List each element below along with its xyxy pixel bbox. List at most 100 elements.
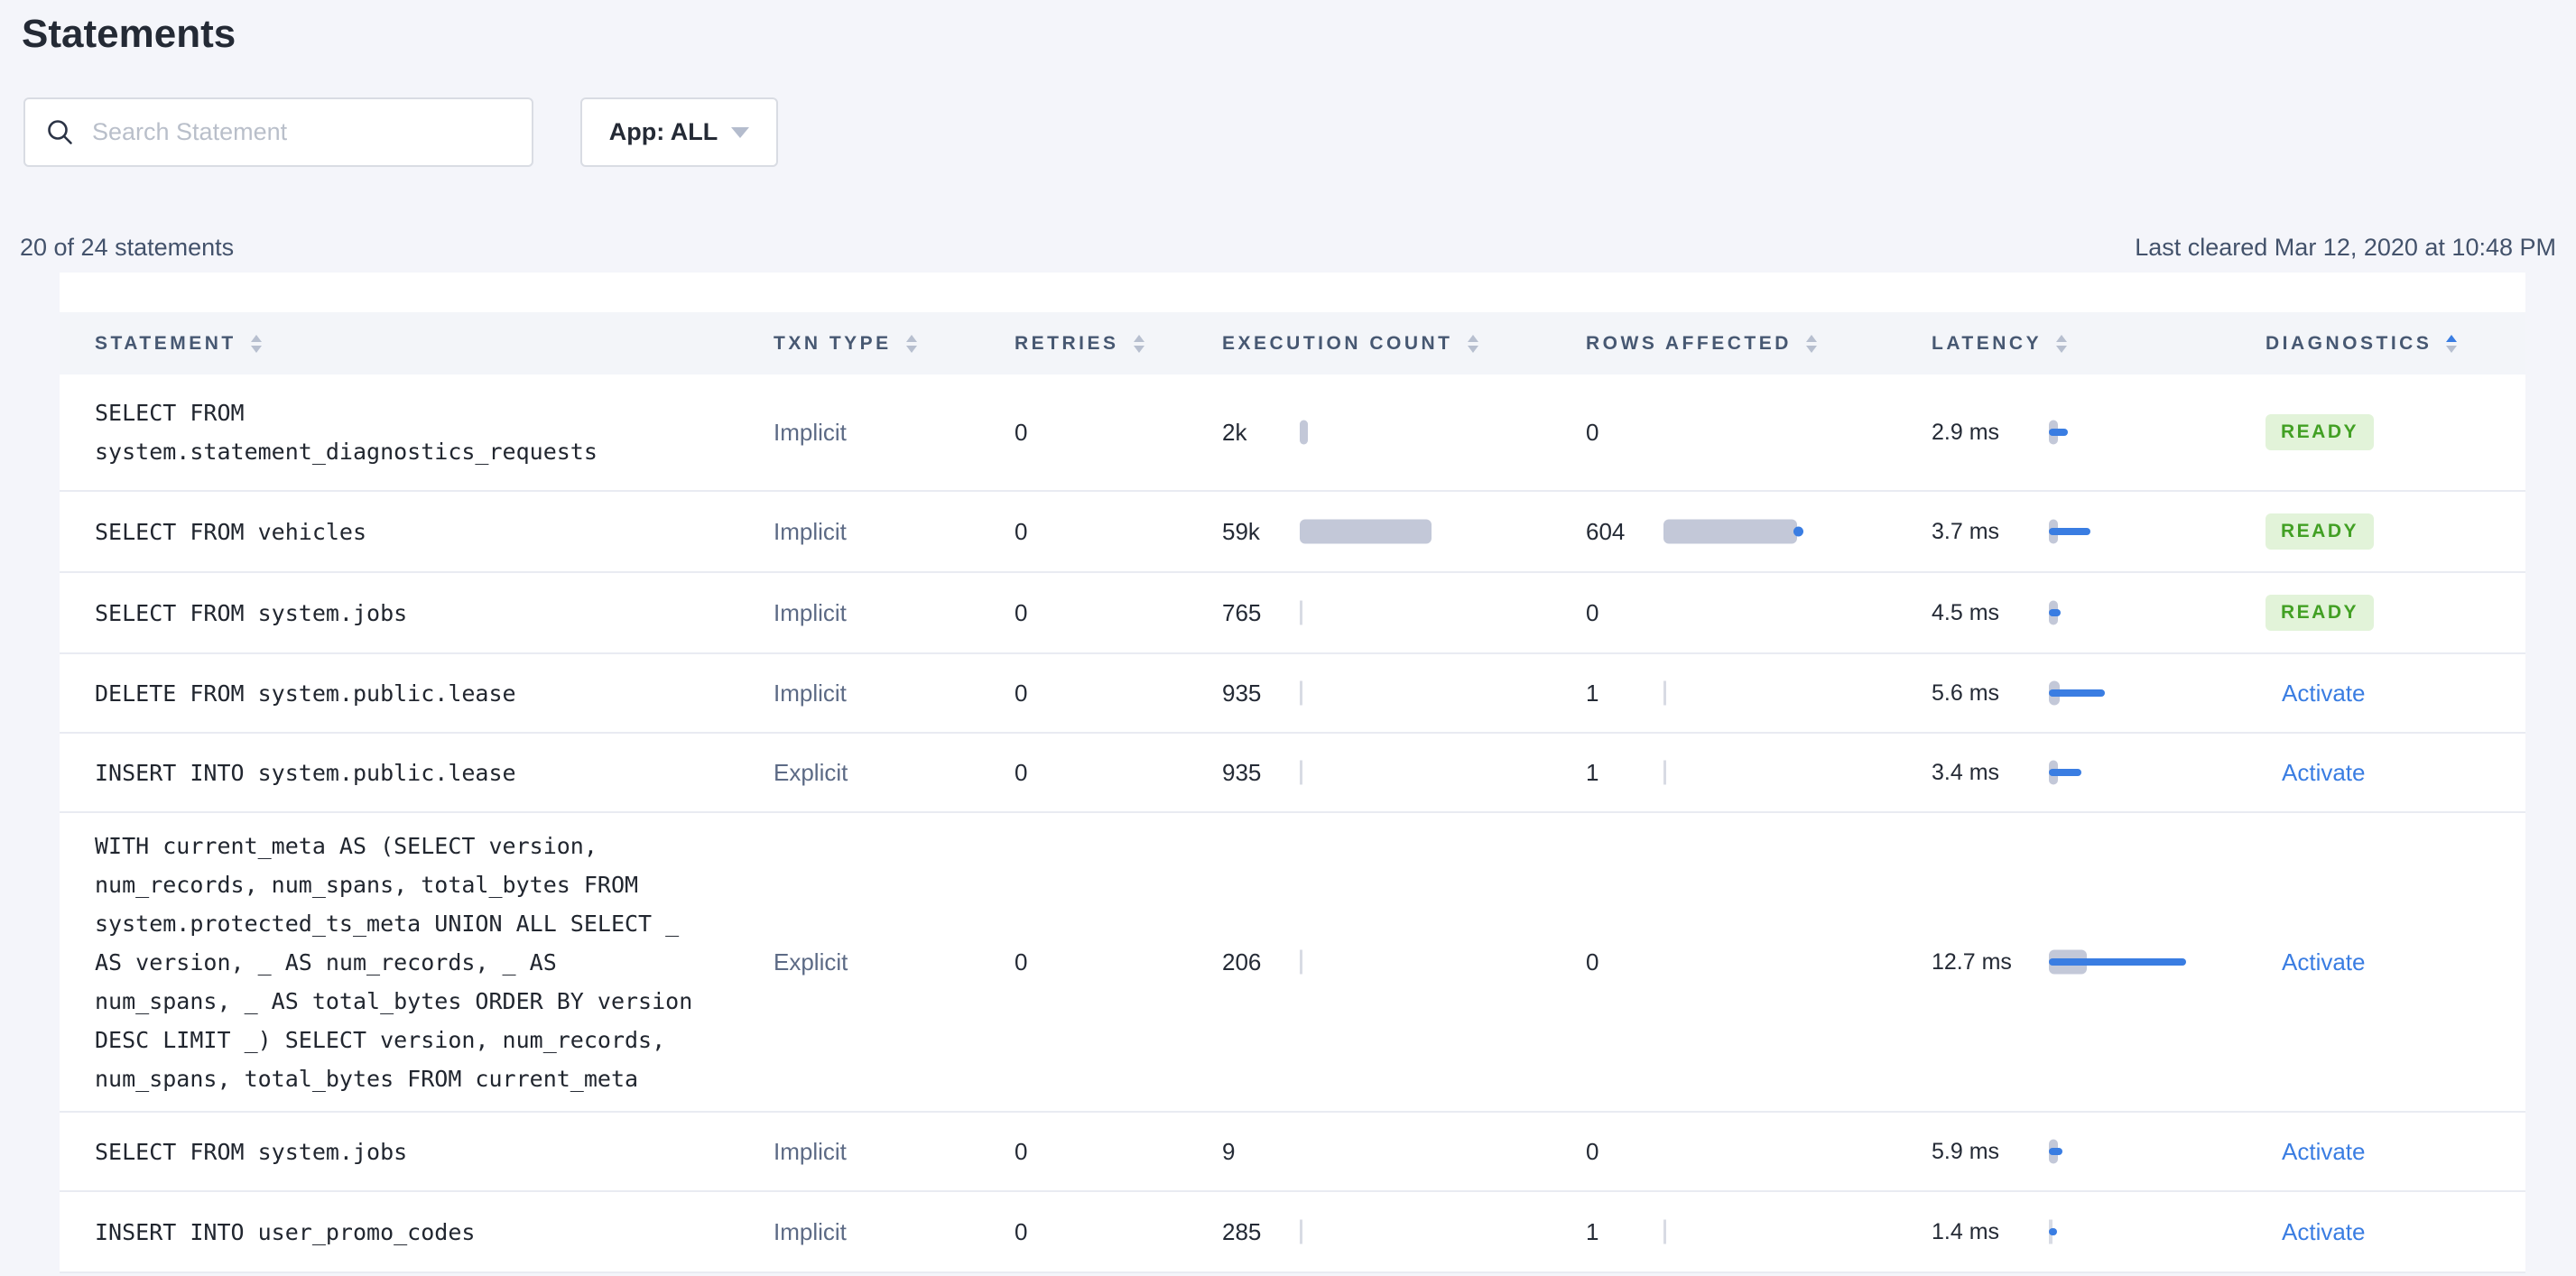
statement-row: SELECT FROM system.jobs Implicit 0 9 0 5.9 ms…: [60, 1113, 2525, 1192]
txn-type-cell: Explicit: [774, 758, 848, 786]
rows-affected-bar: [1663, 1219, 1666, 1244]
filters-bar: App: ALL: [23, 97, 2576, 167]
execution-count-value: 9: [1222, 1137, 1236, 1165]
rows-affected-value: 1: [1586, 1217, 1599, 1245]
sort-arrows-icon[interactable]: [1133, 334, 1144, 353]
execution-count-cell: 765: [1222, 573, 1586, 652]
table-body: SELECT FROM system.statement_diagnostics…: [60, 374, 2525, 1273]
statement-cell[interactable]: SELECT FROM vehicles: [60, 513, 774, 551]
rows-affected-cell: 1: [1586, 1192, 1932, 1271]
chevron-down-icon: [731, 126, 750, 138]
rows-affected-bar: [1663, 680, 1666, 706]
column-label: LATENCY: [1932, 332, 2043, 354]
latency-bar: [2049, 609, 2061, 616]
diagnostics-activate-link[interactable]: Activate: [2282, 758, 2366, 786]
statement-cell[interactable]: WITH current_meta AS (SELECT version, nu…: [60, 827, 774, 1098]
diagnostics-activate-link[interactable]: Activate: [2282, 1217, 2366, 1245]
statement-text[interactable]: SELECT FROM system.jobs: [95, 1138, 408, 1165]
diagnostics-cell: READY: [2266, 414, 2525, 450]
column-header-statement[interactable]: STATEMENT: [60, 333, 774, 355]
page-title: Statements: [22, 12, 236, 56]
statements-table: STATEMENT TXN TYPE RETRIES EXECUTION COUNT R…: [60, 273, 2525, 1273]
statement-text[interactable]: INSERT INTO user_promo_codes: [95, 1218, 476, 1245]
column-header-latency[interactable]: LATENCY: [1932, 333, 2266, 355]
statement-text[interactable]: SELECT FROM system.statement_diagnostics…: [95, 400, 598, 465]
statement-cell[interactable]: SELECT FROM system.jobs: [60, 1133, 774, 1171]
latency-bar: [2049, 1228, 2057, 1235]
last-cleared: Last cleared Mar 12, 2020 at 10:48 PM: [2135, 234, 2556, 261]
column-header-retries[interactable]: RETRIES: [1015, 333, 1222, 355]
statement-cell[interactable]: INSERT INTO user_promo_codes: [60, 1213, 774, 1252]
sort-arrows-icon[interactable]: [2446, 334, 2458, 353]
statement-row: WITH current_meta AS (SELECT version, nu…: [60, 813, 2525, 1113]
sort-arrows-icon[interactable]: [1805, 334, 1817, 353]
txn-type-cell: Explicit: [774, 948, 848, 975]
statement-text[interactable]: SELECT FROM vehicles: [95, 518, 367, 545]
latency-value: 4.5 ms: [1932, 599, 2000, 625]
diagnostics-cell: Activate: [2266, 1138, 2525, 1166]
statement-text[interactable]: INSERT INTO system.public.lease: [95, 759, 516, 786]
diagnostics-cell: Activate: [2266, 680, 2525, 707]
diagnostics-activate-link[interactable]: Activate: [2282, 1137, 2366, 1165]
column-header-diagnostics[interactable]: DIAGNOSTICS: [2266, 333, 2525, 355]
search-box[interactable]: [23, 97, 533, 167]
execution-count-bar: [1300, 949, 1302, 975]
txn-type-cell: Implicit: [774, 679, 847, 707]
rows-affected-dot: [1793, 526, 1803, 537]
latency-bar: [2049, 689, 2105, 697]
app-filter-button[interactable]: App: ALL: [580, 97, 778, 167]
magnifier-icon: [48, 119, 72, 144]
statement-text[interactable]: WITH current_meta AS (SELECT version, nu…: [95, 832, 693, 1092]
execution-count-value: 59k: [1222, 517, 1260, 545]
execution-count-value: 285: [1222, 1217, 1262, 1245]
execution-count-cell: 9: [1222, 1113, 1586, 1190]
execution-count-value: 2k: [1222, 418, 1247, 446]
sort-arrows-icon[interactable]: [1467, 334, 1478, 353]
statement-cell[interactable]: SELECT FROM system.statement_diagnostics…: [60, 393, 774, 471]
statement-text[interactable]: DELETE FROM system.public.lease: [95, 680, 516, 707]
latency-value: 12.7 ms: [1932, 948, 2012, 975]
diagnostics-cell: READY: [2266, 513, 2525, 550]
latency-value: 2.9 ms: [1932, 419, 2000, 445]
txn-type-cell: Implicit: [774, 1137, 847, 1165]
rows-affected-value: 1: [1586, 679, 1599, 707]
txn-type-cell: Implicit: [774, 598, 847, 626]
latency-value: 3.7 ms: [1932, 518, 2000, 544]
rows-affected-cell: 604: [1586, 492, 1932, 571]
execution-count-cell: 59k: [1222, 492, 1586, 571]
diagnostics-ready-badge[interactable]: READY: [2266, 595, 2375, 631]
statement-cell[interactable]: SELECT FROM system.jobs: [60, 594, 774, 633]
diagnostics-ready-badge[interactable]: READY: [2266, 414, 2375, 450]
column-label: RETRIES: [1015, 332, 1119, 354]
search-input[interactable]: [90, 117, 521, 147]
sort-arrows-icon[interactable]: [905, 334, 917, 353]
column-label: EXECUTION COUNT: [1222, 332, 1453, 354]
sort-arrows-icon[interactable]: [2056, 334, 2068, 353]
execution-count-cell: 206: [1222, 813, 1586, 1111]
rows-affected-cell: 1: [1586, 654, 1932, 732]
sort-arrows-icon[interactable]: [250, 334, 262, 353]
latency-cell: 3.7 ms: [1932, 492, 2266, 571]
column-header-txn-type[interactable]: TXN TYPE: [774, 333, 1015, 355]
execution-count-value: 765: [1222, 598, 1262, 626]
column-label: DIAGNOSTICS: [2266, 332, 2432, 354]
diagnostics-activate-link[interactable]: Activate: [2282, 948, 2366, 975]
diagnostics-activate-link[interactable]: Activate: [2282, 679, 2366, 707]
retries-cell: 0: [1015, 418, 1028, 446]
latency-cell: 12.7 ms: [1932, 813, 2266, 1111]
statement-cell[interactable]: DELETE FROM system.public.lease: [60, 674, 774, 713]
execution-count-value: 935: [1222, 758, 1262, 786]
column-header-execution-count[interactable]: EXECUTION COUNT: [1222, 333, 1586, 355]
statement-row: SELECT FROM system.jobs Implicit 0 765 0 4.5 …: [60, 573, 2525, 654]
latency-cell: 5.6 ms: [1932, 654, 2266, 732]
diagnostics-ready-badge[interactable]: READY: [2266, 513, 2375, 550]
rows-affected-cell: 0: [1586, 573, 1932, 652]
execution-count-bar: [1300, 1219, 1302, 1244]
statement-text[interactable]: SELECT FROM system.jobs: [95, 599, 408, 626]
execution-count-cell: 935: [1222, 654, 1586, 732]
app-filter-label: App: ALL: [608, 118, 718, 145]
statement-cell[interactable]: INSERT INTO system.public.lease: [60, 754, 774, 792]
latency-value: 3.4 ms: [1932, 759, 2000, 785]
column-header-rows-affected[interactable]: ROWS AFFECTED: [1586, 333, 1932, 355]
execution-count-bar: [1300, 760, 1302, 785]
